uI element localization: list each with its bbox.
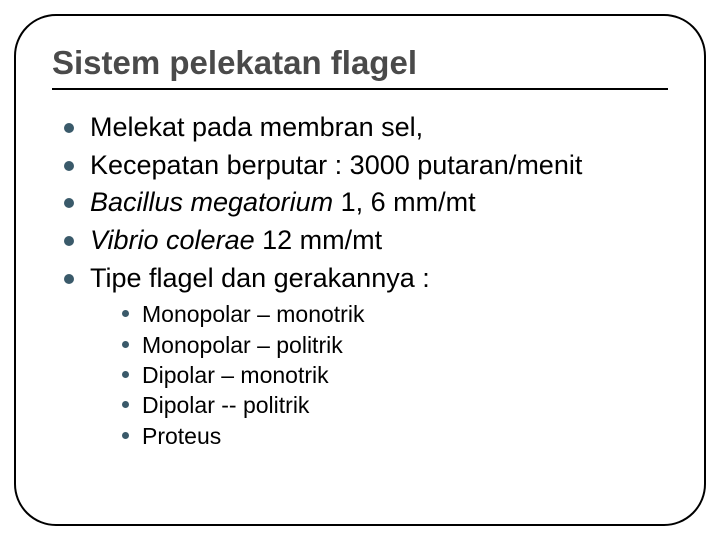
list-item-prefix: Vibrio colerae: [90, 225, 255, 255]
sub-list-item-text: Dipolar – monotrik: [142, 362, 329, 388]
list-item-text: Kecepatan berputar : 3000 putaran/menit: [90, 150, 582, 180]
list-item-suffix: 12 mm/mt: [255, 225, 383, 255]
sub-list-item-text: Dipolar -- politrik: [142, 392, 309, 418]
sub-list-item-text: Monopolar – monotrik: [142, 301, 364, 327]
title-divider: [52, 88, 668, 90]
list-item-text: Melekat pada membran sel,: [90, 112, 423, 142]
list-item-suffix: 1, 6 mm/mt: [333, 187, 476, 217]
list-item: Melekat pada membran sel,: [60, 110, 668, 146]
list-item: Bacillus megatorium 1, 6 mm/mt: [60, 185, 668, 221]
slide-title: Sistem pelekatan flagel: [52, 44, 668, 82]
list-item: Tipe flagel dan gerakannya :: [60, 261, 668, 297]
sub-list-item: Dipolar -- politrik: [120, 391, 668, 420]
sub-list-item-text: Proteus: [142, 423, 221, 449]
sub-list-item: Monopolar – monotrik: [120, 300, 668, 329]
slide-frame: Sistem pelekatan flagel Melekat pada mem…: [14, 14, 706, 526]
list-item: Kecepatan berputar : 3000 putaran/menit: [60, 148, 668, 184]
sub-list-item-text: Monopolar – politrik: [142, 332, 343, 358]
sub-list-item: Proteus: [120, 422, 668, 451]
sub-bullet-list: Monopolar – monotrik Monopolar – politri…: [52, 300, 668, 451]
main-bullet-list: Melekat pada membran sel, Kecepatan berp…: [52, 110, 668, 296]
list-item: Vibrio colerae 12 mm/mt: [60, 223, 668, 259]
sub-list-item: Dipolar – monotrik: [120, 361, 668, 390]
list-item-text: Tipe flagel dan gerakannya :: [90, 263, 430, 293]
list-item-prefix: Bacillus megatorium: [90, 187, 333, 217]
sub-list-item: Monopolar – politrik: [120, 331, 668, 360]
